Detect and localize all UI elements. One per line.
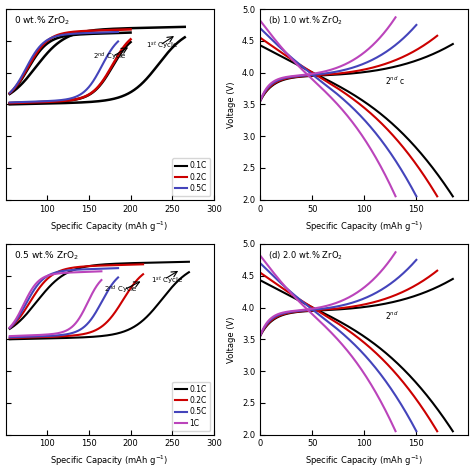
Text: 0 wt.% ZrO$_2$: 0 wt.% ZrO$_2$ — [14, 15, 70, 27]
Text: (b) 1.0 wt.% ZrO$_2$: (b) 1.0 wt.% ZrO$_2$ — [268, 15, 343, 27]
Text: 2$^{nd}$ c: 2$^{nd}$ c — [385, 75, 405, 87]
Legend: 0.1C, 0.2C, 0.5C: 0.1C, 0.2C, 0.5C — [172, 158, 210, 196]
Text: (d) 2.0 wt.% ZrO$_2$: (d) 2.0 wt.% ZrO$_2$ — [268, 250, 343, 262]
Text: 1$^{st}$ Cycle: 1$^{st}$ Cycle — [146, 39, 178, 52]
Text: 2$^{nd}$ Cycle: 2$^{nd}$ Cycle — [104, 284, 138, 296]
Text: 2$^{nd}$ Cycle: 2$^{nd}$ Cycle — [93, 51, 127, 64]
X-axis label: Specific Capacity (mAh g$^{-1}$): Specific Capacity (mAh g$^{-1}$) — [305, 454, 423, 468]
Y-axis label: Voltage (V): Voltage (V) — [228, 316, 237, 363]
Y-axis label: Voltage (V): Voltage (V) — [228, 81, 237, 128]
Text: 1$^{st}$ Cycle: 1$^{st}$ Cycle — [151, 274, 183, 286]
X-axis label: Specific Capacity (mAh g$^{-1}$): Specific Capacity (mAh g$^{-1}$) — [305, 219, 423, 234]
X-axis label: Specific Capacity (mAh g$^{-1}$): Specific Capacity (mAh g$^{-1}$) — [51, 219, 169, 234]
X-axis label: Specific Capacity (mAh g$^{-1}$): Specific Capacity (mAh g$^{-1}$) — [51, 454, 169, 468]
Legend: 0.1C, 0.2C, 0.5C, 1C: 0.1C, 0.2C, 0.5C, 1C — [172, 382, 210, 431]
Text: 0.5 wt.% ZrO$_2$: 0.5 wt.% ZrO$_2$ — [14, 250, 79, 262]
Text: 2$^{nd}$: 2$^{nd}$ — [385, 310, 399, 322]
